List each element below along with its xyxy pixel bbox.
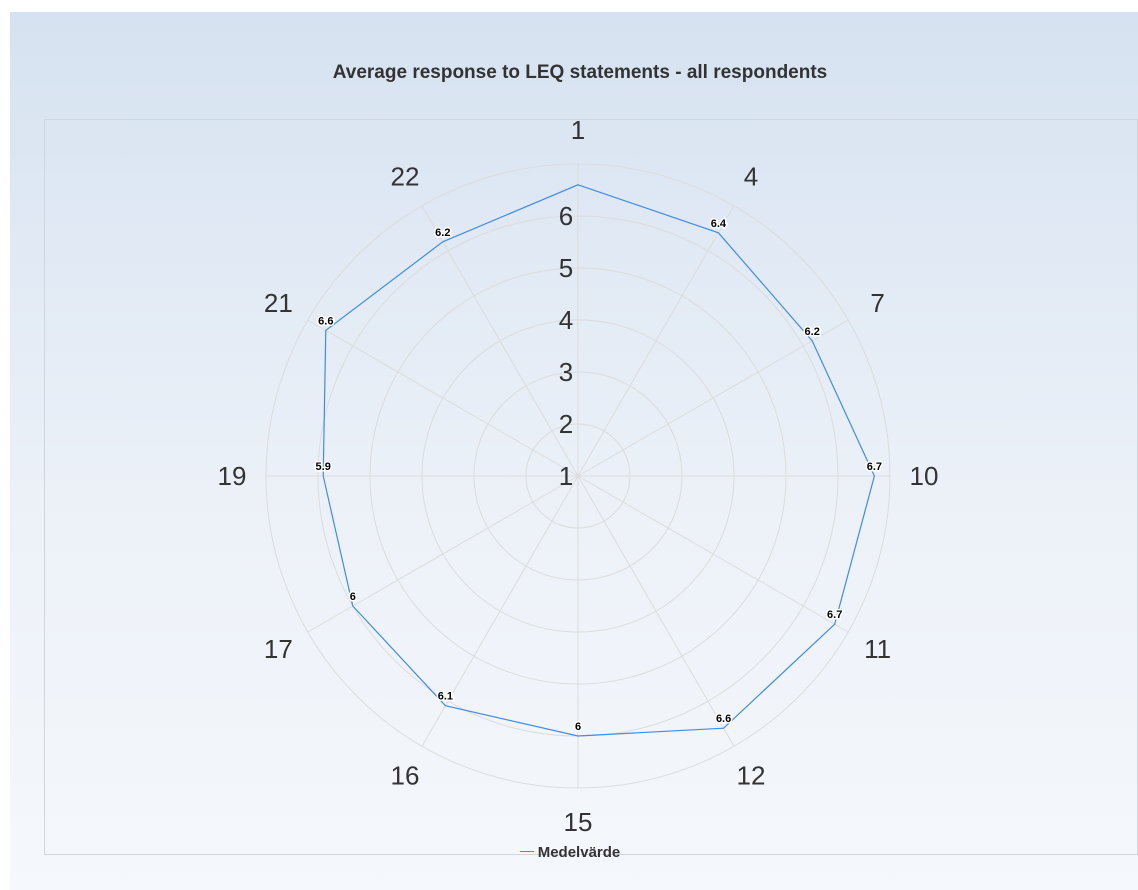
grid-spoke xyxy=(577,475,849,633)
category-label: 10 xyxy=(910,461,939,491)
data-label: 6.2 xyxy=(435,227,450,239)
grid-spoke xyxy=(577,205,735,477)
data-label: 6 xyxy=(350,591,356,603)
data-label: 6.6 xyxy=(716,713,731,725)
data-label: 6.1 xyxy=(438,691,453,703)
category-label: 12 xyxy=(737,761,766,791)
grid-spoke xyxy=(307,475,579,633)
grid-spoke xyxy=(577,475,735,747)
category-label: 1 xyxy=(571,115,585,145)
category-label: 7 xyxy=(870,288,884,318)
grid-spoke xyxy=(307,319,579,477)
grid-spoke xyxy=(421,205,579,477)
grid-spoke xyxy=(577,319,849,477)
category-label: 21 xyxy=(264,288,293,318)
data-label: 5.9 xyxy=(316,461,331,473)
category-label: 22 xyxy=(391,161,420,191)
radial-tick-label: 1 xyxy=(559,461,573,491)
data-label: 6 xyxy=(575,721,581,733)
radial-tick-label: 4 xyxy=(559,305,573,335)
legend-swatch xyxy=(519,850,534,852)
legend[interactable]: Medelvärde xyxy=(0,844,1138,861)
data-label: 6.4 xyxy=(711,218,727,230)
series-line xyxy=(322,184,876,737)
legend-label: Medelvärde xyxy=(537,844,621,861)
data-label: 6.7 xyxy=(827,609,842,621)
radial-tick-label: 2 xyxy=(559,409,573,439)
category-label: 4 xyxy=(744,161,758,191)
category-label: 19 xyxy=(218,461,247,491)
data-label: 6.2 xyxy=(805,326,820,338)
category-label: 15 xyxy=(564,807,593,837)
radial-tick-label: 6 xyxy=(559,201,573,231)
chart-title: Average response to LEQ statements - all… xyxy=(332,62,828,83)
category-label: 16 xyxy=(391,761,420,791)
category-label: 17 xyxy=(264,634,293,664)
data-label: 6.7 xyxy=(867,461,882,473)
category-label: 11 xyxy=(864,634,891,664)
data-label: 6.6 xyxy=(318,315,333,327)
grid-spoke xyxy=(421,475,579,747)
radial-tick-label: 5 xyxy=(559,253,573,283)
radial-tick-label: 3 xyxy=(559,357,573,387)
